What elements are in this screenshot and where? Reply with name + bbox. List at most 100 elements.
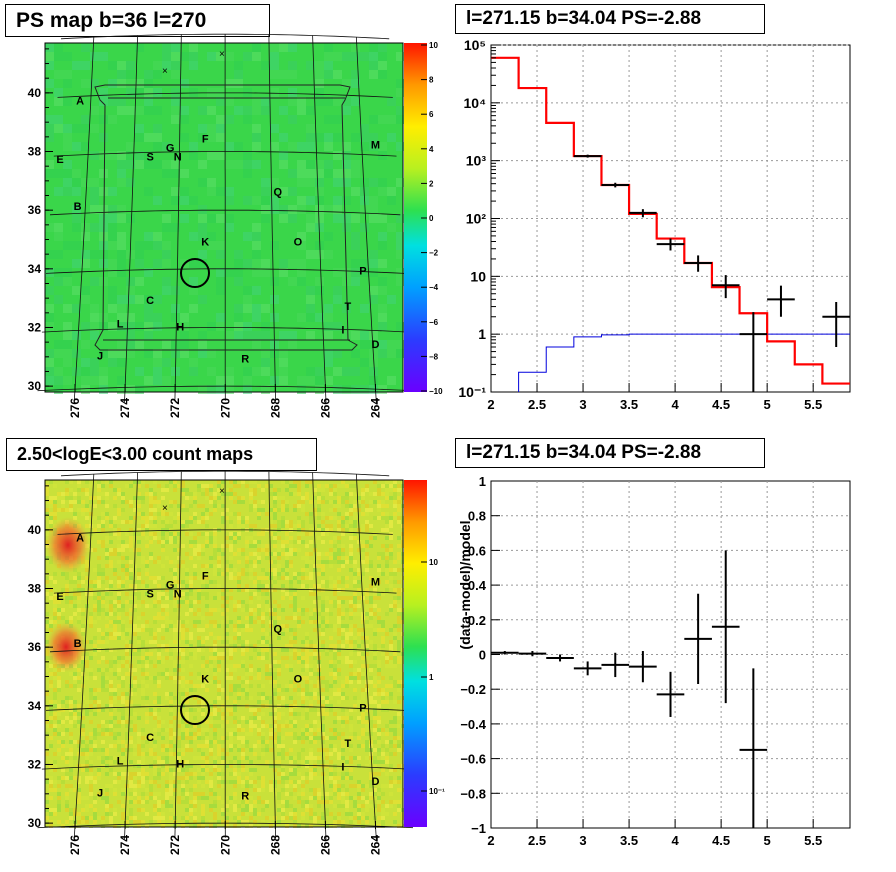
map-pixel [217,760,221,764]
map-pixel [93,504,97,508]
map-pixel [161,748,165,752]
map-pixel [65,600,69,604]
map-pixel [313,720,317,724]
map-pixel [69,808,73,812]
map-pixel [129,560,133,564]
map-pixel [269,732,273,736]
map-pixel [129,740,133,744]
map-pixel [305,564,309,568]
map-pixel [397,780,401,784]
map-pixel [144,349,153,358]
map-pixel [301,692,305,696]
map-pixel [113,736,117,740]
map-pixel [201,752,205,756]
map-pixel [162,169,171,178]
map-pixel [341,756,345,760]
map-pixel [305,696,309,700]
map-pixel [129,576,133,580]
map-pixel [324,43,333,52]
map-pixel [137,580,141,584]
map-pixel [325,584,329,588]
map-pixel [377,504,381,508]
map-pixel [389,792,393,796]
map-pixel [293,796,297,800]
map-pixel [193,708,197,712]
map-pixel [273,780,277,784]
map-pixel [171,340,180,349]
map-pixel [177,752,181,756]
map-pixel [133,624,137,628]
y-tick-label: 10⁻¹ [458,384,486,400]
map-pixel [165,784,169,788]
map-pixel [265,632,269,636]
map-pixel [89,772,93,776]
map-pixel [221,780,225,784]
map-pixel [217,548,221,552]
map-pixel [341,820,345,824]
map-pixel [93,692,97,696]
map-pixel [281,496,285,500]
map-pixel [81,367,90,376]
map-pixel [185,656,189,660]
map-pixel [337,568,341,572]
map-pixel [221,596,225,600]
map-pixel [321,644,325,648]
map-pixel [108,187,117,196]
map-pixel [169,804,173,808]
map-pixel [301,816,305,820]
map-pixel [173,560,177,564]
map-pixel [357,744,361,748]
map-pixel [216,322,225,331]
map-pixel [353,756,357,760]
map-pixel [329,684,333,688]
map-pixel [396,268,405,277]
map-pixel [141,520,145,524]
map-pixel [141,500,145,504]
map-pixel [121,500,125,504]
map-pixel [89,512,93,516]
map-pixel [117,178,126,187]
map-pixel [117,106,126,115]
map-pixel [324,376,333,385]
map-pixel [173,548,177,552]
map-pixel [361,560,365,564]
map-pixel [306,376,315,385]
map-pixel [193,800,197,804]
map-pixel [241,820,245,824]
map-pixel [357,628,361,632]
map-pixel [360,133,369,142]
map-pixel [365,592,369,596]
map-pixel [133,480,137,484]
map-pixel [333,500,337,504]
map-pixel [301,776,305,780]
map-pixel [385,512,389,516]
map-pixel [357,820,361,824]
source-label-R: R [241,791,249,803]
map-pixel [387,295,396,304]
map-pixel [101,756,105,760]
map-pixel [225,385,234,394]
map-pixel [63,142,72,151]
map-pixel [197,628,201,632]
source-label-B: B [74,201,82,213]
map-pixel [253,644,257,648]
map-pixel [381,544,385,548]
map-pixel [61,492,65,496]
map-pixel [145,572,149,576]
map-pixel [169,780,173,784]
map-pixel [207,385,216,394]
map-pixel [53,716,57,720]
map-pixel [261,97,270,106]
map-pixel [109,532,113,536]
source-label-E: E [56,591,63,603]
map-pixel [225,223,234,232]
map-pixel [117,385,126,394]
map-pixel [313,812,317,816]
map-pixel [90,187,99,196]
map-pixel [213,572,217,576]
map-pixel [293,784,297,788]
map-pixel [277,756,281,760]
map-pixel [313,512,317,516]
map-pixel [77,668,81,672]
map-pixel [273,716,277,720]
